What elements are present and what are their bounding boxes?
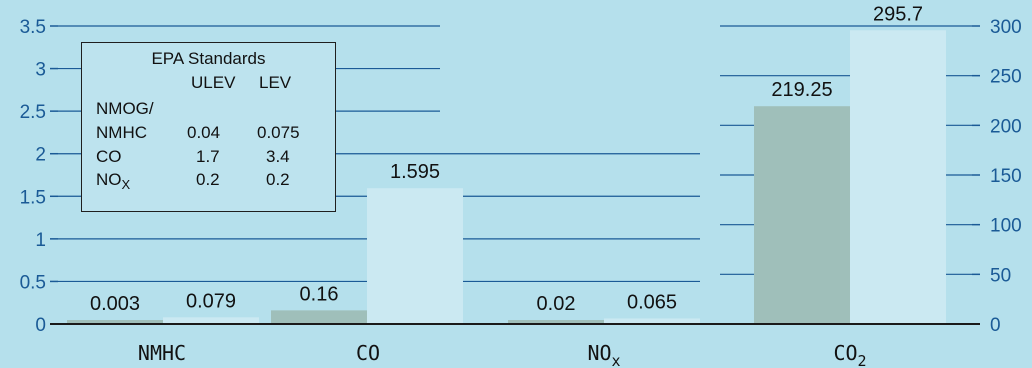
data-label-series2: 295.7 — [873, 3, 923, 25]
column-ulev: ULEV — [191, 73, 236, 92]
epa-standards-table: EPA Standards ULEV LEV NMOG/ NMHC 0.04 0… — [81, 42, 336, 212]
nox-lev-value: 0.2 — [266, 170, 290, 189]
row-label-nmog: NMOG/ — [96, 99, 154, 118]
data-label-series1: 219.25 — [771, 79, 832, 101]
nox-label-subscript: X — [121, 177, 131, 192]
bar-series2 — [850, 30, 946, 325]
data-label-series1: 0.02 — [537, 293, 576, 315]
category-label: NMHC — [138, 341, 186, 365]
right-tick-label: 100 — [990, 216, 1022, 237]
axes: 0 0.5 1 1.5 2 2.5 3 3.5 0 50 100 150 200 250 300 NMHC CO… — [20, 17, 1022, 368]
co-lev-value: 3.4 — [266, 147, 290, 166]
category-label: NOx — [587, 341, 620, 368]
right-tick-label: 250 — [990, 67, 1022, 88]
bar-series2 — [163, 317, 259, 324]
category-label: CO — [356, 341, 380, 365]
column-lev: LEV — [259, 73, 292, 92]
left-tick-label: 1.5 — [20, 187, 46, 208]
row-label-nmhc: NMHC — [96, 123, 147, 142]
right-tick-label: 50 — [990, 265, 1011, 286]
left-tick-label: 0.5 — [20, 272, 46, 293]
data-label-series1: 0.003 — [90, 293, 140, 315]
left-tick-label: 1 — [35, 230, 46, 251]
data-label-series2: 0.065 — [627, 291, 677, 313]
right-tick-label: 150 — [990, 166, 1022, 187]
nox-label-text: NO — [96, 170, 122, 189]
right-tick-label: 0 — [990, 315, 1001, 336]
co-ulev-value: 1.7 — [196, 147, 220, 166]
data-labels: 0.003 0.079 0.16 1.595 0.02 0.065 219.25 295.7 — [90, 3, 923, 315]
nmhc-ulev-value: 0.04 — [187, 123, 221, 142]
bars — [67, 30, 946, 325]
epa-standards-title: EPA Standards — [151, 49, 266, 68]
left-tick-label: 2 — [35, 145, 46, 166]
bar-series1 — [754, 106, 850, 324]
row-label-nox: NOX — [96, 170, 130, 192]
right-tick-label: 200 — [990, 116, 1022, 137]
data-label-series2: 0.079 — [186, 290, 236, 312]
left-tick-label: 2.5 — [20, 102, 46, 123]
bar-series2 — [367, 188, 463, 324]
row-label-co: CO — [96, 147, 122, 166]
data-label-series2: 1.595 — [390, 161, 440, 183]
nmhc-lev-value: 0.075 — [257, 123, 300, 142]
nox-ulev-value: 0.2 — [196, 170, 220, 189]
bar-series1 — [508, 320, 604, 324]
left-tick-label: 3 — [35, 60, 46, 81]
left-tick-label: 3.5 — [20, 17, 46, 38]
left-tick-label: 0 — [35, 315, 46, 336]
bar-series1 — [271, 310, 367, 324]
bar-series2 — [604, 318, 700, 324]
right-tick-label: 300 — [990, 17, 1022, 38]
category-label: CO2 — [833, 341, 866, 368]
bar-series1 — [67, 320, 163, 324]
data-label-series1: 0.16 — [300, 283, 339, 305]
